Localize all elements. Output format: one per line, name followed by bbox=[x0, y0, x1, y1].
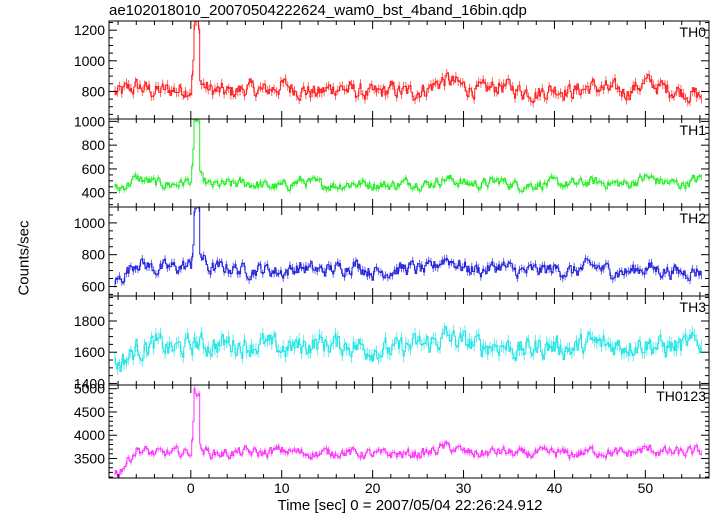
error-bars-th2 bbox=[114, 207, 702, 288]
y-tick-label: 1000 bbox=[74, 215, 105, 231]
panel-frame bbox=[108, 20, 710, 120]
panel-label-th1: TH1 bbox=[680, 122, 707, 138]
y-tick-label: 4500 bbox=[74, 404, 105, 420]
error-bars-th3 bbox=[114, 323, 702, 375]
panel-frame bbox=[108, 206, 710, 297]
panel-label-th3: TH3 bbox=[680, 299, 707, 315]
y-tick-label: 1400 bbox=[74, 375, 105, 391]
panel-th1: 400 600 800 1000 TH1 bbox=[74, 113, 710, 208]
series-line-th0 bbox=[114, 20, 702, 104]
error-bars-th0 bbox=[114, 21, 702, 108]
chart-title: ae102018010_20070504222624_wam0_bst_4ban… bbox=[109, 2, 527, 19]
panel-label-th0: TH0 bbox=[680, 24, 707, 40]
y-tick-label: 3500 bbox=[74, 450, 105, 466]
y-tick-label: 800 bbox=[82, 83, 106, 99]
y-tick-label: 800 bbox=[82, 247, 106, 263]
x-axis-label: Time [sec] 0 = 2007/05/04 22:26:24.912 bbox=[277, 497, 543, 514]
x-tick-label: 10 bbox=[274, 480, 290, 496]
x-tick-label: 30 bbox=[456, 480, 472, 496]
series-line-th0123 bbox=[114, 388, 702, 478]
x-tick-label: 40 bbox=[547, 480, 563, 496]
panel-th0123: 3500 4000 4500 5000 TH0123 bbox=[74, 381, 710, 479]
y-tick-label: 800 bbox=[82, 137, 106, 153]
y-tick-label: 1000 bbox=[74, 113, 105, 129]
panel-frame bbox=[108, 384, 710, 479]
x-tick-label: 50 bbox=[638, 480, 654, 496]
y-tick-label: 1000 bbox=[74, 53, 105, 69]
x-tick-label: 0 bbox=[187, 480, 195, 496]
y-tick-label: 400 bbox=[82, 185, 106, 201]
series-line-th3 bbox=[114, 326, 702, 373]
y-tick-label: 1200 bbox=[74, 22, 105, 38]
y-tick-label: 600 bbox=[82, 161, 106, 177]
panel-label-th0123: TH0123 bbox=[656, 388, 706, 404]
error-bars-th0123 bbox=[114, 385, 702, 478]
panel-label-th2: TH2 bbox=[680, 210, 707, 226]
y-tick-label: 1600 bbox=[74, 344, 105, 360]
y-tick-label: 600 bbox=[82, 278, 106, 294]
y-tick-label: 5000 bbox=[74, 381, 105, 397]
error-bars-th1 bbox=[114, 119, 702, 195]
panel-th0: 800 1000 1200 TH0 bbox=[74, 20, 710, 120]
panel-frame bbox=[108, 118, 710, 208]
panel-th2: 600 800 1000 TH2 bbox=[74, 206, 710, 297]
y-tick-label: 1800 bbox=[74, 313, 105, 329]
x-tick-label: 20 bbox=[365, 480, 381, 496]
panel-th3: 1400 1600 1800 TH3 bbox=[74, 295, 710, 391]
y-tick-label: 4000 bbox=[74, 427, 105, 443]
series-line-th2 bbox=[114, 206, 702, 285]
